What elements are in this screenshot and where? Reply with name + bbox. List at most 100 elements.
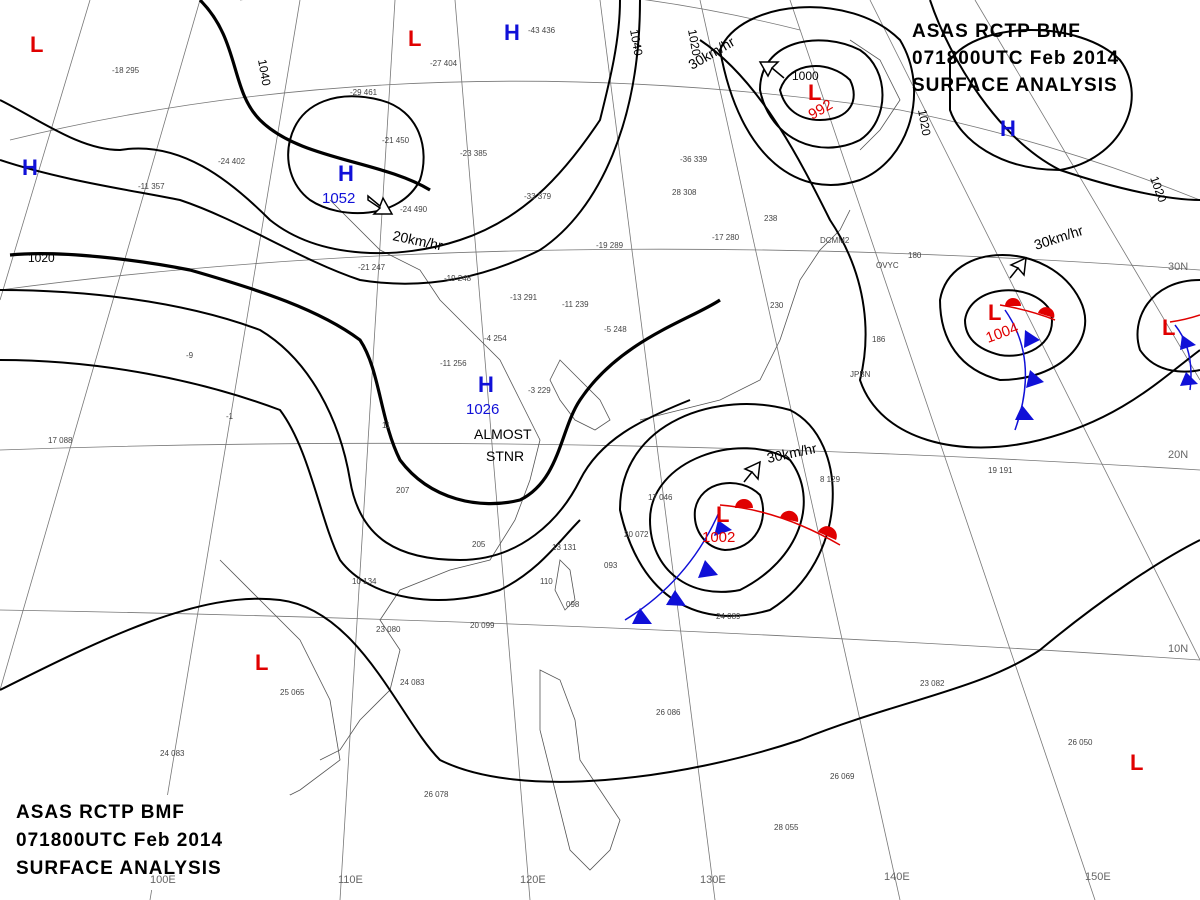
header-bottom-line3: SURFACE ANALYSIS bbox=[16, 858, 222, 879]
station-label: -29 461 bbox=[350, 88, 378, 97]
station-label: 186 bbox=[872, 335, 886, 344]
station-label: -27 404 bbox=[430, 59, 458, 68]
note-stnr: STNR bbox=[486, 448, 524, 464]
station-label: 23 082 bbox=[920, 679, 945, 688]
lat-label-30n: 30N bbox=[1168, 261, 1188, 273]
station-label: 238 bbox=[764, 214, 778, 223]
station-label: 20 099 bbox=[470, 621, 495, 630]
station-label: 13 131 bbox=[552, 543, 577, 552]
meridian-170e bbox=[974, 0, 1200, 381]
meridian-90e bbox=[0, 0, 201, 691]
station-label: -24 490 bbox=[400, 205, 428, 214]
station-label: 17 046 bbox=[648, 493, 673, 502]
station-label: 28 055 bbox=[774, 823, 799, 832]
warm-front-1002-bump-2 bbox=[780, 510, 799, 522]
cold-front-1004-tri-1 bbox=[1024, 330, 1040, 348]
high-center-symbol: H bbox=[478, 372, 494, 397]
station-label: -36 339 bbox=[680, 155, 708, 164]
isobar-mid-2 bbox=[0, 359, 581, 601]
parallel-20n bbox=[0, 442, 1200, 471]
warm-front-1002-bump-3 bbox=[818, 526, 837, 540]
header-top-line3: SURFACE ANALYSIS bbox=[912, 75, 1118, 96]
station-label: 11 bbox=[382, 421, 391, 430]
station-label: 10 134 bbox=[352, 577, 377, 586]
station-label: -21 247 bbox=[358, 263, 386, 272]
station-label: 8 129 bbox=[820, 475, 841, 484]
station-label: JPBN bbox=[850, 370, 871, 379]
header-top-line2: 071800UTC Feb 2014 bbox=[912, 48, 1119, 69]
parallel-30n bbox=[0, 248, 1200, 291]
station-label: 17 088 bbox=[48, 436, 73, 445]
lat-label-20n: 20N bbox=[1168, 449, 1188, 461]
isobar-east-edge bbox=[1136, 279, 1200, 373]
high-center-value: 1052 bbox=[322, 190, 355, 207]
isobar-low-1004 bbox=[963, 289, 1053, 357]
lon-label-140e: 140E bbox=[884, 871, 910, 883]
meridian-140e bbox=[699, 0, 901, 900]
warm-front-1002 bbox=[719, 504, 841, 546]
high-center-symbol: H bbox=[338, 161, 354, 186]
isobar-east-high bbox=[949, 29, 1133, 172]
warm-front-1004-bump-1 bbox=[1005, 298, 1021, 306]
parallel-40n bbox=[9, 80, 1200, 201]
header-bottom-line2: 071800UTC Feb 2014 bbox=[16, 830, 223, 851]
warm-front-1004 bbox=[999, 304, 1056, 321]
station-label: -4 254 bbox=[484, 334, 507, 343]
station-label: -11 256 bbox=[440, 359, 467, 368]
low-center-symbol: L bbox=[808, 80, 821, 105]
lon-label-130e: 130E bbox=[700, 874, 726, 886]
station-label: 098 bbox=[566, 600, 580, 609]
station-label: 23 080 bbox=[376, 625, 401, 634]
cold-front-1002-tri-4 bbox=[632, 608, 652, 624]
cold-front-1002-tri-3 bbox=[666, 590, 686, 606]
station-label: 24 089 bbox=[716, 612, 741, 621]
low-center-symbol: L bbox=[255, 650, 268, 675]
warm-front-1004-bump-2 bbox=[1038, 307, 1055, 318]
lon-label-110e: 110E bbox=[338, 874, 363, 886]
station-label: 26 078 bbox=[424, 790, 449, 799]
coast-kamchatka bbox=[849, 39, 901, 151]
isobar-low-992-mid bbox=[758, 39, 884, 149]
station-label: DCMM2 bbox=[820, 236, 850, 245]
isobar-label: 1040 bbox=[255, 58, 273, 87]
isobar-label: 1020 bbox=[685, 28, 703, 57]
station-label: 230 bbox=[770, 301, 784, 310]
isobar-label: 1020 bbox=[915, 108, 933, 137]
cold-front-east-tri-2 bbox=[1180, 372, 1198, 386]
meridian-110e bbox=[339, 0, 396, 900]
coast-japan bbox=[639, 209, 851, 421]
note-almost: ALMOST bbox=[474, 426, 532, 442]
isobar-label: 1020 bbox=[28, 251, 55, 265]
isobar-low-1002-mid bbox=[648, 447, 805, 593]
isobar-north-2 bbox=[0, 0, 641, 285]
station-label: -13 291 bbox=[510, 293, 538, 302]
station-label: -3 229 bbox=[528, 386, 551, 395]
high-center-symbol: H bbox=[22, 155, 38, 180]
low-center-symbol: L bbox=[408, 26, 421, 51]
isobar-north-1 bbox=[0, 0, 621, 255]
station-label: -11 357 bbox=[138, 182, 165, 191]
meridian-160e bbox=[869, 0, 1200, 661]
high-center-symbol: H bbox=[1000, 116, 1016, 141]
low-center-symbol: L bbox=[1130, 750, 1143, 775]
isobar-east-long bbox=[699, 39, 1200, 449]
station-label: -33 379 bbox=[524, 192, 552, 201]
meridian-150e bbox=[789, 0, 1096, 900]
parallel-50n bbox=[240, 0, 801, 31]
station-label: -19 289 bbox=[596, 241, 624, 250]
isobar-label: 1000 bbox=[792, 69, 819, 83]
station-label: -17 280 bbox=[712, 233, 740, 242]
station-label: 26 086 bbox=[656, 708, 681, 717]
station-label: -43 436 bbox=[528, 26, 556, 35]
low-center-symbol: L bbox=[30, 32, 43, 57]
meridian-130e bbox=[599, 0, 716, 900]
motion-arrows bbox=[367, 61, 1027, 483]
station-label: 28 308 bbox=[672, 188, 697, 197]
lon-label-150e: 150E bbox=[1085, 871, 1111, 883]
station-label: 205 bbox=[472, 540, 486, 549]
warm-front-east bbox=[1169, 314, 1200, 323]
meridian-120e bbox=[454, 0, 531, 900]
